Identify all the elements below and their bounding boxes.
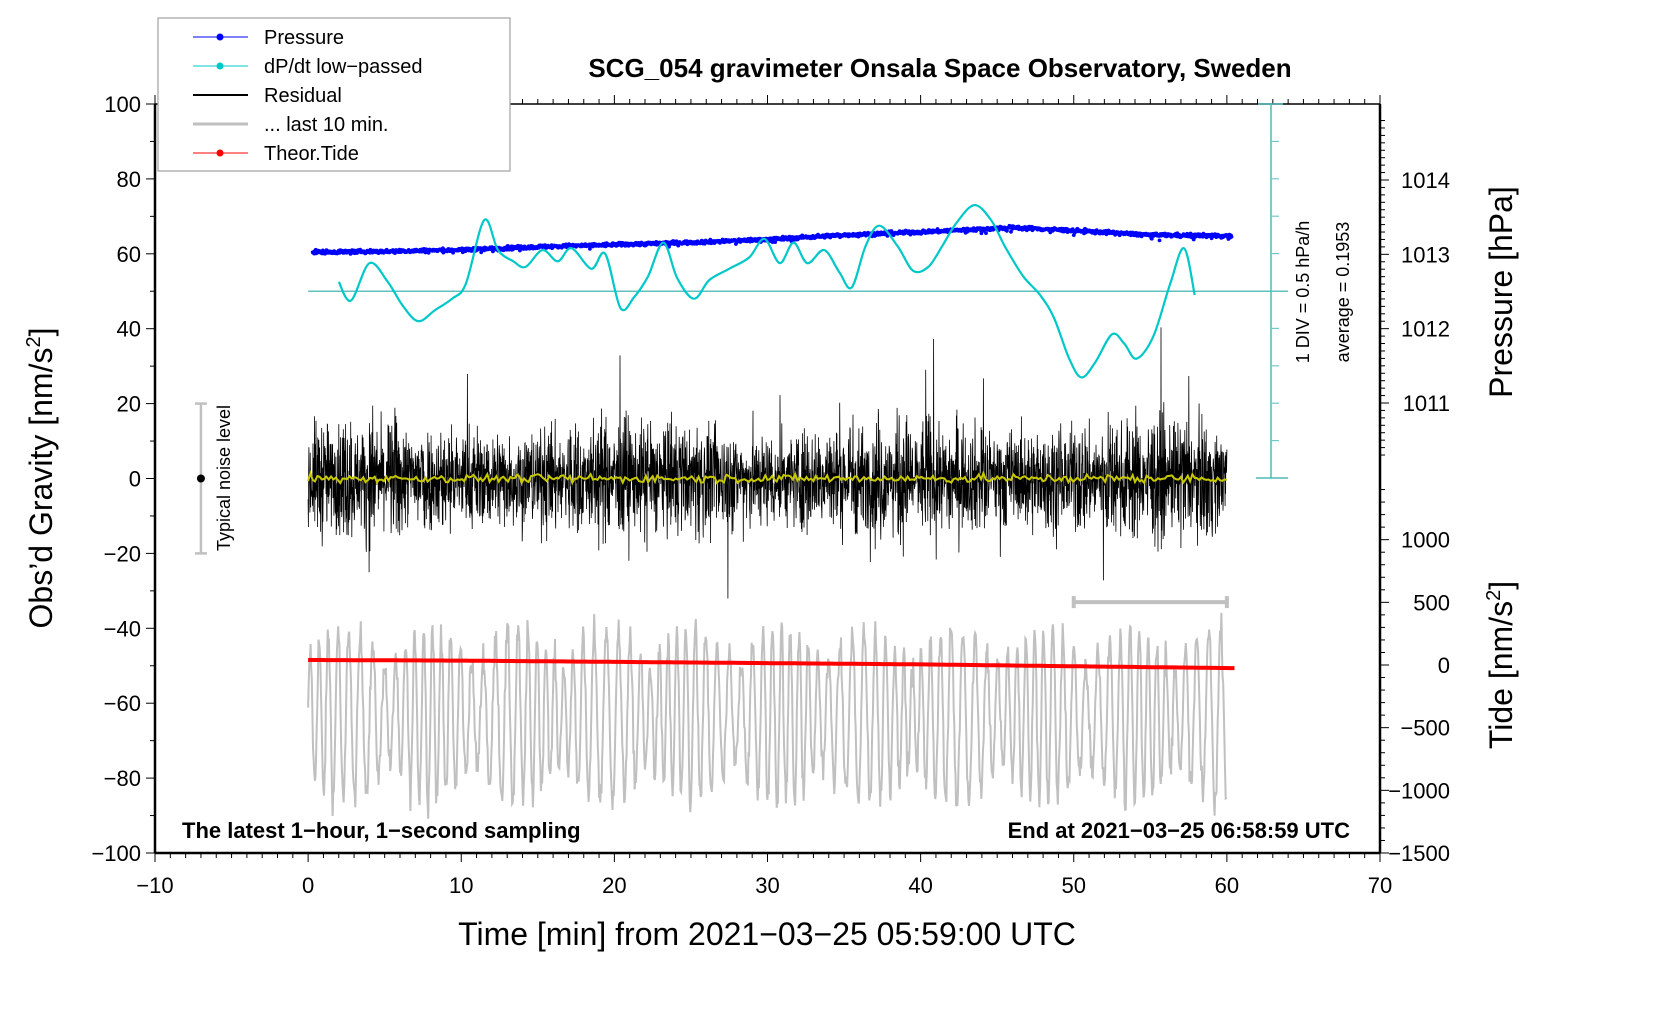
legend-label: Pressure (264, 27, 344, 49)
residual-smoothed-trace (307, 470, 1228, 486)
typical-noise-label: Typical noise level (214, 405, 234, 551)
y-left-tick-label: −40 (104, 616, 141, 641)
x-tick-label: 60 (1215, 873, 1239, 898)
y-left-tick-label: −60 (104, 691, 141, 716)
right-pressure-axis-title: Pressure [hPa] (1483, 186, 1519, 398)
y-tide-tick-label: −500 (1400, 716, 1450, 741)
y-left-tick-label: 100 (104, 92, 141, 117)
legend-item: Theor.Tide (193, 143, 359, 165)
y-left-tick-label: 60 (117, 242, 141, 267)
traces-layer (307, 204, 1288, 819)
legend-label: ... last 10 min. (264, 114, 389, 136)
pressure-point (588, 247, 592, 251)
sampling-note: The latest 1−hour, 1−second sampling (182, 818, 581, 843)
noise-center-dot (196, 474, 205, 483)
legend-label: Residual (264, 85, 342, 107)
x-tick-label: −10 (136, 873, 173, 898)
x-tick-label: 30 (755, 873, 779, 898)
pressure-point (979, 231, 984, 236)
x-tick-label: 40 (908, 873, 932, 898)
y-left-tick-label: −80 (104, 766, 141, 791)
x-tick-label: 0 (302, 873, 314, 898)
pressure-point (1157, 238, 1162, 243)
dpdt-scale (1256, 103, 1288, 479)
superscript: 2 (1483, 590, 1505, 601)
y-left-tick-label: 20 (117, 392, 141, 417)
pressure-point (1229, 234, 1234, 239)
y-left-tick-label: −20 (104, 541, 141, 566)
x-tick-label: 70 (1368, 873, 1392, 898)
y-tide-tick-label: −1500 (1388, 841, 1450, 866)
dpdt-average-label: average = 0.1953 (1333, 222, 1353, 363)
legend-swatch-marker (216, 33, 224, 41)
right-tide-axis-title: Tide [nm/s2] (1483, 581, 1519, 749)
x-tick-label: 50 (1062, 873, 1086, 898)
pressure-point (773, 240, 778, 245)
x-axis-title: Time [min] from 2021−03−25 05:59:00 UTC (458, 916, 1076, 952)
y-pressure-tick-label: 1013 (1401, 242, 1450, 267)
theor-tide-trace (308, 658, 1235, 671)
end-time-note: End at 2021−03−25 06:58:59 UTC (1008, 818, 1351, 843)
residual-trace (307, 327, 1228, 599)
legend-item: Pressure (193, 27, 344, 49)
y-left-tick-label: −100 (91, 841, 141, 866)
typical-noise-indicator (194, 402, 207, 555)
y-pressure-tick-label: 1011 (1403, 391, 1450, 416)
y-pressure-tick-label: 1012 (1401, 317, 1450, 342)
legend-swatch-marker (216, 62, 224, 70)
y-pressure-tick-label: 1014 (1401, 168, 1450, 193)
last-10-min-trace (307, 612, 1228, 819)
pressure-points (310, 223, 1234, 256)
last-10-min-bar (1071, 596, 1229, 609)
superscript: 2 (23, 336, 45, 347)
y-left-tick-label: 40 (117, 317, 141, 342)
legend: Pressure dP/dt low−passed Residual ... last… (157, 17, 511, 172)
y-left-tick-label: 80 (117, 167, 141, 192)
y-tide-tick-label: 0 (1438, 653, 1450, 678)
legend-swatch-marker (216, 149, 224, 157)
pressure-point (1005, 229, 1009, 233)
legend-item: dP/dt low−passed (193, 56, 422, 78)
legend-label: dP/dt low−passed (264, 56, 422, 78)
legend-item: ... last 10 min. (193, 114, 389, 136)
y-tide-tick-label: 1000 (1401, 528, 1450, 553)
chart-title: SCG_054 gravimeter Onsala Space Observat… (588, 53, 1291, 83)
legend-label: Theor.Tide (264, 143, 359, 165)
y-tide-tick-label: 500 (1413, 590, 1450, 615)
legend-item: Residual (193, 85, 342, 107)
pressure-point (770, 240, 775, 245)
x-tick-label: 20 (602, 873, 626, 898)
left-y-axis-title: Obs’d Gravity [nm/s2] (23, 328, 59, 629)
x-tick-label: 10 (449, 873, 473, 898)
pressure-point (1009, 229, 1013, 234)
pressure-point (984, 231, 988, 236)
dpdt-trace (337, 204, 1196, 379)
y-left-tick-label: 0 (129, 467, 141, 492)
dpdt-div-label: 1 DIV = 0.5 hPa/h (1293, 221, 1313, 364)
y-tide-tick-label: −1000 (1388, 778, 1450, 803)
